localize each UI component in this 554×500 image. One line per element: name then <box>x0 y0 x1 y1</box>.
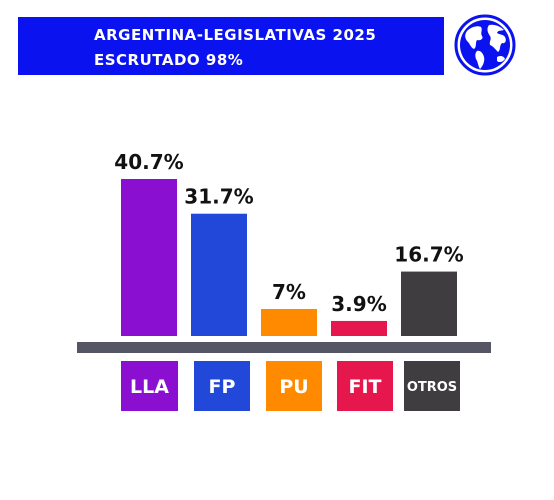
category-box-lla <box>121 361 178 411</box>
bar-otros <box>401 271 457 336</box>
value-label-lla: 40.7% <box>114 150 183 174</box>
category-label-fp: FP <box>209 376 236 398</box>
category-box-fit <box>337 361 393 411</box>
category-box-pu <box>266 361 322 411</box>
globe-icon <box>454 14 516 76</box>
bar-pu <box>261 308 317 336</box>
value-label-otros: 16.7% <box>394 243 463 267</box>
value-label-fit: 3.9% <box>331 292 386 316</box>
value-label-fp: 31.7% <box>184 185 253 209</box>
category-label-fit: FIT <box>348 376 381 398</box>
bars-layer <box>121 179 457 336</box>
chart-subtitle: ESCRUTADO 98% <box>94 51 244 69</box>
x-axis-line <box>77 342 491 353</box>
category-box-otros <box>404 361 460 411</box>
category-box-fp <box>194 361 250 411</box>
bar-lla <box>121 179 177 336</box>
header-banner: ARGENTINA-LEGISLATIVAS 2025 ESCRUTADO 98… <box>18 17 444 75</box>
category-label-pu: PU <box>279 376 308 398</box>
chart-title: ARGENTINA-LEGISLATIVAS 2025 <box>94 26 377 44</box>
value-labels-layer: 40.7%31.7% 7% 3.9% 16.7% <box>114 150 463 316</box>
value-label-pu: 7% <box>272 280 306 304</box>
bar-fp <box>191 213 247 336</box>
category-labels-layer: LLA FP PU FIT OTROS <box>121 361 460 411</box>
category-label-otros: OTROS <box>407 380 457 395</box>
bar-fit <box>331 320 387 336</box>
category-label-lla: LLA <box>130 376 169 398</box>
